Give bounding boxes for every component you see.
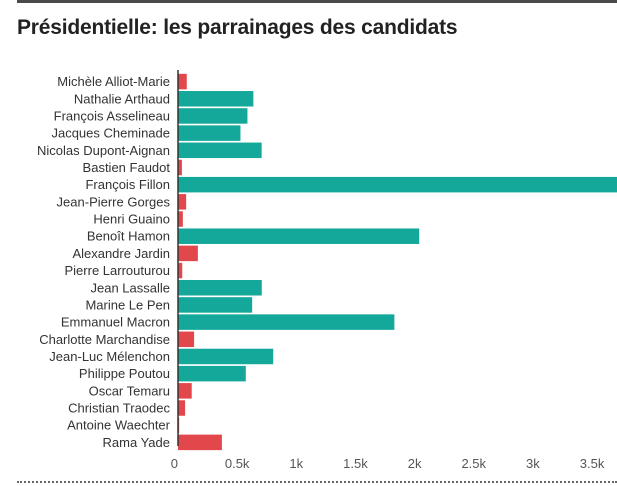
bar — [178, 280, 262, 296]
bar — [178, 228, 420, 244]
bar — [178, 245, 198, 262]
bar — [178, 176, 617, 193]
bar — [178, 159, 182, 176]
category-label: Nicolas Dupont-Aignan — [37, 143, 170, 158]
category-label: François Asselineau — [54, 108, 170, 123]
x-tick-label: 3k — [526, 456, 540, 471]
category-label: Oscar Temaru — [89, 383, 170, 398]
bar — [178, 348, 274, 365]
bar — [178, 314, 395, 330]
category-label: Alexandre Jardin — [72, 246, 170, 261]
bar — [178, 194, 187, 210]
category-label: Christian Traodec — [68, 401, 170, 416]
category-label: Charlotte Marchandise — [39, 332, 170, 347]
x-tick-label: 1.5k — [343, 456, 368, 471]
category-label: François Fillon — [85, 177, 170, 192]
category-label: Jean-Pierre Gorges — [57, 194, 171, 209]
category-label: Antoine Waechter — [67, 418, 171, 433]
bar — [178, 108, 248, 124]
bar — [178, 400, 186, 416]
category-label: Jacques Cheminade — [51, 126, 170, 141]
bar — [178, 383, 192, 399]
category-label: Jean Lassalle — [91, 280, 171, 295]
bar — [178, 73, 187, 90]
category-label: Nathalie Arthaud — [74, 91, 170, 106]
bar — [178, 91, 254, 107]
x-tick-label: 3.5k — [580, 456, 605, 471]
x-tick-label: 2k — [408, 456, 422, 471]
category-label: Michèle Alliot-Marie — [57, 74, 170, 89]
top-rule — [17, 0, 617, 3]
chart-title: Présidentielle: les parrainages des cand… — [17, 16, 458, 39]
category-label: Rama Yade — [103, 435, 170, 450]
category-label: Emmanuel Macron — [61, 315, 170, 330]
bottom-rule — [17, 481, 617, 483]
bar — [178, 331, 195, 348]
bar — [178, 365, 246, 382]
category-label: Henri Guaino — [93, 212, 170, 227]
category-label: Philippe Poutou — [79, 366, 170, 381]
bar — [178, 142, 262, 159]
category-label: Pierre Larrouturou — [65, 263, 171, 278]
category-label: Marine Le Pen — [85, 297, 170, 312]
bar — [178, 262, 183, 279]
bar — [178, 434, 222, 451]
x-tick-label: 1k — [289, 456, 303, 471]
x-tick-label: 0 — [171, 456, 178, 471]
category-label: Bastien Faudot — [83, 160, 171, 175]
bar — [178, 125, 241, 141]
bar — [178, 297, 253, 313]
bar — [178, 211, 183, 227]
x-tick-label: 2.5k — [461, 456, 486, 471]
category-label: Jean-Luc Mélenchon — [49, 349, 170, 364]
x-tick-label: 0.5k — [225, 456, 250, 471]
category-label: Benoît Hamon — [87, 229, 170, 244]
